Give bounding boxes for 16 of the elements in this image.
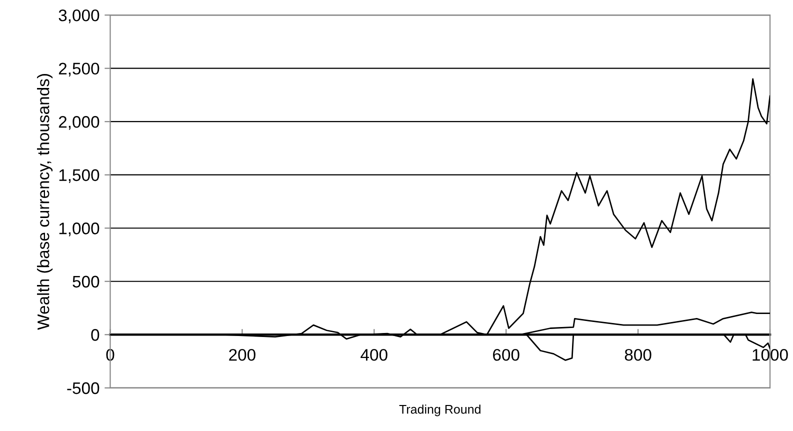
y-tick-label: -500	[67, 382, 100, 394]
y-tick-label: 0	[91, 329, 100, 341]
y-tick-label: 1,500	[59, 169, 100, 184]
y-tick-label: 1,000	[59, 222, 100, 236]
x-tick-label: 600	[493, 348, 520, 361]
x-tick-label: 0	[106, 348, 114, 361]
y-tick-label: 3,000	[58, 9, 100, 24]
x-tick-label: 400	[360, 348, 388, 361]
y-tick-label: 500	[72, 276, 100, 288]
y-tick-label: 2,000	[58, 116, 100, 130]
y-tick-label: 2,500	[58, 62, 100, 77]
x-axis-title: Trading Round	[399, 404, 480, 416]
x-tick-label: 200	[229, 348, 256, 361]
x-tick-label: 1000	[752, 348, 788, 361]
y-axis-title: Wealth (base currency, thousands)	[37, 74, 53, 330]
x-tick-label: 800	[624, 348, 652, 361]
